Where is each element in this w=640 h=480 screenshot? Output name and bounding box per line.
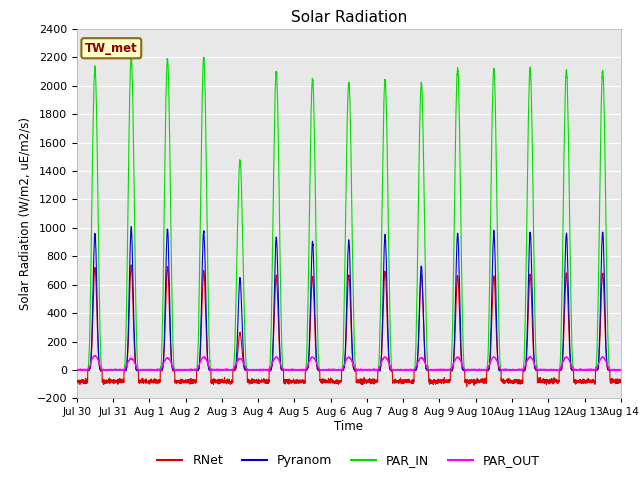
Legend: RNet, Pyranom, PAR_IN, PAR_OUT: RNet, Pyranom, PAR_IN, PAR_OUT [152,449,545,472]
Y-axis label: Solar Radiation (W/m2, uE/m2/s): Solar Radiation (W/m2, uE/m2/s) [18,117,31,310]
Title: Solar Radiation: Solar Radiation [291,10,407,25]
Text: TW_met: TW_met [85,42,138,55]
X-axis label: Time: Time [334,420,364,433]
